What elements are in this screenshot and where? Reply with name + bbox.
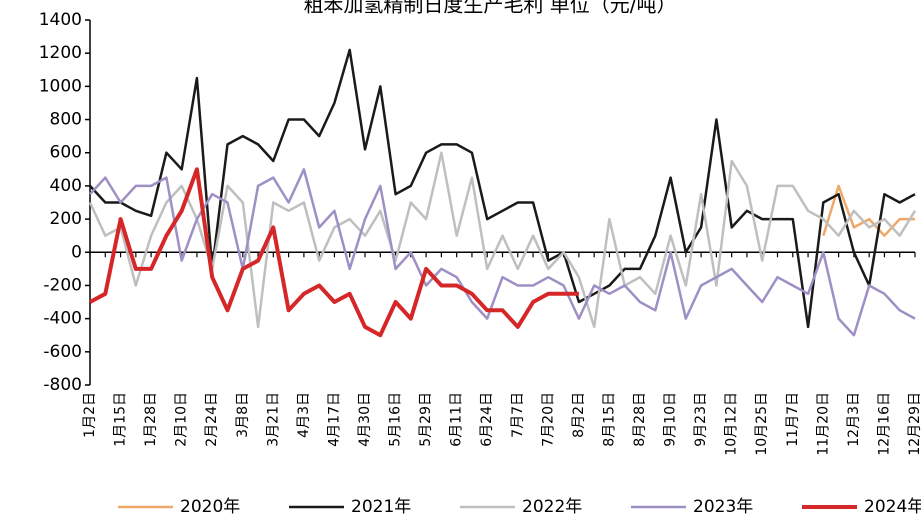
series-line: [89, 168, 916, 337]
legend-label: 2021年: [351, 497, 411, 517]
x-tick-label: 6月24日: [479, 392, 495, 447]
x-tick-label: 4月3日: [296, 392, 312, 438]
y-tick-label: -600: [43, 342, 82, 362]
y-tick-label: 800: [50, 110, 82, 130]
x-tick-label: 2月24日: [204, 392, 220, 447]
x-tick-label: 12月16日: [876, 392, 892, 456]
series-line: [89, 48, 916, 329]
x-tick-label: 9月10日: [663, 392, 679, 447]
legend-label: 2020年: [180, 497, 240, 517]
x-tick-label: 8月2日: [571, 392, 587, 438]
y-tick-label: 1400: [39, 10, 82, 30]
series-line: [822, 184, 915, 237]
x-tick-label: 11月20日: [815, 392, 831, 456]
x-tick-label: 10月12日: [724, 392, 740, 456]
y-tick-label: 200: [50, 209, 82, 229]
x-tick-label: 9月23日: [693, 392, 709, 447]
x-tick-label: 5月29日: [418, 392, 434, 447]
y-tick-label: 400: [50, 176, 82, 196]
series-line: [88, 151, 917, 329]
y-tick-label: 0: [71, 242, 82, 262]
legend-label: 2022年: [522, 497, 582, 517]
y-tick-label: 1000: [39, 76, 82, 96]
chart-title: 粗苯加氢精制日度生产毛利 单位（元/吨）: [303, 0, 676, 17]
x-tick-label: 4月30日: [357, 392, 373, 447]
x-tick-label: 1月15日: [113, 392, 129, 447]
y-tick-label: -400: [43, 309, 82, 329]
x-tick-label: 3月21日: [265, 392, 281, 447]
x-tick-label: 8月15日: [601, 392, 617, 447]
y-tick-label: -800: [43, 375, 82, 395]
y-tick-label: 1200: [39, 43, 82, 63]
x-tick-label: 2月10日: [174, 392, 190, 447]
x-tick-label: 1月28日: [143, 392, 159, 447]
x-tick-label: 10月25日: [754, 392, 770, 456]
x-tick-label: 1月2日: [82, 392, 98, 438]
x-tick-label: 12月29日: [907, 392, 921, 456]
x-tick-label: 11月7日: [785, 392, 801, 447]
x-tick-label: 12月3日: [846, 392, 862, 447]
y-tick-label: -200: [43, 275, 82, 295]
x-tick-label: 8月28日: [632, 392, 648, 447]
series-line: [89, 167, 579, 338]
legend-label: 2024年: [864, 497, 921, 517]
x-tick-label: 7月20日: [540, 392, 556, 447]
x-tick-label: 7月7日: [510, 392, 526, 438]
x-tick-label: 6月11日: [449, 392, 465, 447]
x-tick-label: 5月16日: [388, 392, 404, 447]
x-tick-label: 3月8日: [235, 392, 251, 438]
y-tick-label: 600: [50, 143, 82, 163]
legend-label: 2023年: [693, 497, 753, 517]
x-tick-label: 4月17日: [326, 392, 342, 447]
